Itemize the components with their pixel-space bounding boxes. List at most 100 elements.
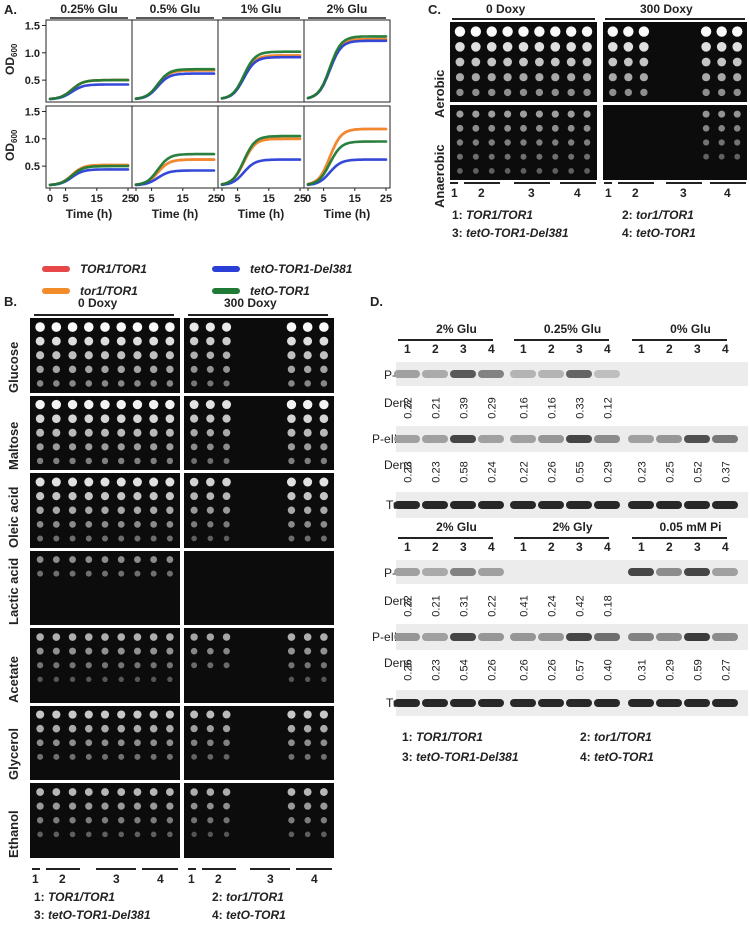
lane-number: 3 (576, 342, 583, 356)
colony-spot (117, 739, 125, 747)
colony-spot (288, 520, 295, 528)
panel-c-letter: C. (428, 2, 441, 17)
p-s6-band (450, 568, 476, 576)
colony-spot (53, 817, 60, 824)
colony-spot (100, 414, 110, 423)
colony-spot (150, 380, 157, 387)
colony-spot (455, 42, 465, 52)
colony-spot (36, 428, 45, 437)
colony-spot (133, 710, 142, 719)
colony-spot (52, 520, 60, 528)
colony-spot (287, 492, 296, 501)
colony-spot (319, 428, 328, 437)
colony-spot (304, 380, 311, 387)
colony-spot (472, 124, 480, 132)
colony-spot (84, 724, 93, 733)
colony-spot (222, 506, 231, 514)
colony-spot (166, 817, 174, 824)
colony-spot (718, 125, 725, 132)
y-axis-label-sub: 600 (10, 43, 19, 57)
colony-spot (52, 647, 60, 655)
colony-spot (303, 336, 313, 346)
colony-spot (118, 817, 125, 824)
colony-spot (288, 676, 295, 683)
colony-spot (149, 788, 158, 796)
colony-spot (534, 42, 545, 52)
colony-spot (116, 477, 126, 487)
colony-spot (116, 399, 126, 410)
lane-number: 1 (404, 540, 411, 554)
colony-spot (117, 724, 126, 733)
colony-spot (116, 336, 126, 346)
colony-spot (133, 724, 142, 733)
colony-spot (623, 57, 633, 67)
colony-spot (304, 535, 311, 542)
p-s6-density: 0.33 (574, 397, 587, 419)
colony-spot (100, 336, 110, 346)
lane-number: 4 (604, 342, 611, 356)
panel-b-letter: B. (4, 294, 17, 309)
colony-spot (288, 662, 295, 669)
y-tick-label: 1.0 (25, 134, 40, 146)
colony-spot (68, 414, 77, 423)
x-tick-label: 25 (208, 193, 220, 205)
colony-spot (53, 457, 60, 465)
blot-group-label: 2% Glu (436, 520, 477, 534)
colony-spot (319, 336, 329, 346)
colony-spot (102, 831, 108, 838)
colony-spot (190, 351, 198, 360)
p-eif2a-density: 0.26 (518, 659, 531, 681)
colony-spot (536, 153, 543, 160)
colony-spot (304, 802, 312, 810)
colony-spot (222, 725, 231, 733)
p-eif2a-density: 0.55 (574, 461, 587, 483)
colony-spot (472, 110, 480, 118)
colony-spot (117, 365, 125, 374)
colony-spot (53, 831, 60, 838)
colony-spot (320, 817, 328, 824)
colony-spot (551, 124, 559, 132)
colony-spot (133, 788, 142, 796)
colony-spot (134, 676, 141, 683)
colony-spot (303, 365, 312, 374)
colony-spot (304, 817, 311, 824)
colony-spot (167, 676, 173, 683)
colony-spot (150, 535, 157, 542)
p-eif2a-density: 0.23 (430, 659, 443, 681)
colony-spot (150, 676, 157, 683)
colony-spot (454, 26, 466, 37)
colony-spot (85, 753, 92, 760)
colony-spot (206, 725, 214, 733)
colony-spot (165, 336, 175, 346)
colony-spot (166, 520, 174, 528)
growth-curve (134, 67, 216, 100)
colony-spot (83, 322, 94, 332)
colony-spot (117, 443, 125, 451)
colony-spot (520, 168, 527, 174)
colony-spot (455, 57, 465, 67)
colony-spot (68, 633, 77, 641)
p-s6-density: 0.18 (602, 595, 615, 617)
colony-spot (303, 477, 313, 487)
colony-spot (101, 662, 109, 669)
p-eif2a-density: 0.26 (486, 659, 499, 681)
colony-spot (223, 535, 230, 542)
colony-spot (36, 506, 44, 514)
colony-spot (84, 336, 94, 346)
y-tick-label: 0.5 (25, 161, 40, 173)
colony-spot (100, 477, 110, 487)
colony-spot (487, 57, 497, 67)
colony-spot (486, 26, 497, 37)
colony-spot (223, 739, 230, 747)
colony-spot (535, 110, 543, 118)
p-eif2a-band (510, 633, 536, 641)
panel-c-rule-300doxy (605, 18, 745, 20)
colony-spot (85, 570, 92, 577)
colony-spot (221, 322, 232, 332)
colony-spot (303, 788, 312, 796)
colony-spot (567, 124, 575, 132)
y-tick-label: 1.5 (25, 20, 40, 32)
colony-spot (68, 428, 77, 437)
colony-spot (133, 647, 141, 655)
colony-spot (321, 831, 327, 838)
